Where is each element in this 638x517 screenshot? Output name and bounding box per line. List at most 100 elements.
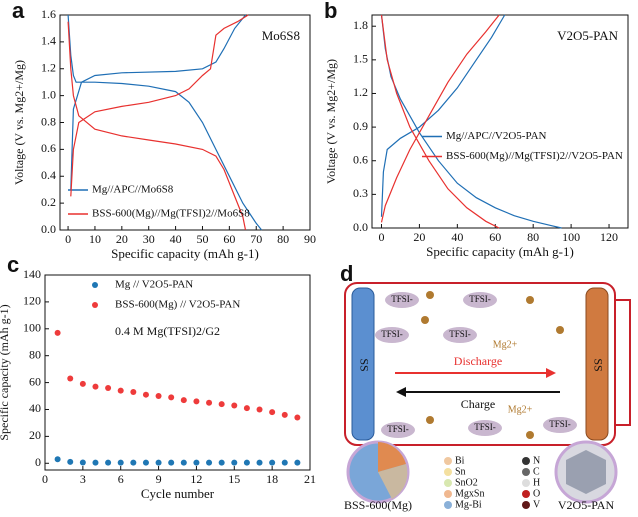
legend-label: BSS-600(Mg) // V2O5-PAN xyxy=(115,299,240,311)
point xyxy=(142,459,149,466)
ion xyxy=(556,326,564,334)
point xyxy=(168,459,175,466)
point xyxy=(54,456,61,463)
point xyxy=(294,459,301,466)
anode xyxy=(351,287,375,441)
anion-label: TFSI- xyxy=(381,329,403,339)
cathode xyxy=(585,287,609,441)
point xyxy=(67,458,74,465)
chart-title: Mo6S8 xyxy=(262,28,300,43)
x-tick-label: 120 xyxy=(600,230,618,244)
panel-label: b xyxy=(324,0,337,23)
y-tick-label: 0.8 xyxy=(41,114,56,128)
y-tick-label: 0.6 xyxy=(353,152,368,166)
x-tick-label: 0 xyxy=(378,230,384,244)
point xyxy=(243,405,250,412)
ion xyxy=(426,416,434,424)
y-tick-label: 1.0 xyxy=(41,87,56,101)
chart: b 0 20 40 60 80 100 120 0.0 0.3 0.6 0.9 1.2 1.5 1.8 Spe… xyxy=(324,0,629,259)
x-tick-label: 80 xyxy=(527,230,539,244)
legend-label: C xyxy=(533,466,540,477)
discharge-label: Discharge xyxy=(454,354,502,368)
anion-label: TFSI- xyxy=(391,294,413,304)
swatch xyxy=(444,479,452,487)
y-axis-label: Specific capacity (mAh g-1) xyxy=(0,304,11,440)
ions xyxy=(421,291,564,439)
anode-phase xyxy=(378,442,406,472)
y-axis-label: Voltage (V vs. Mg2+/Mg) xyxy=(12,60,26,185)
arrow-head xyxy=(396,387,406,397)
chart-title: V2O5-PAN xyxy=(557,28,619,43)
swatch xyxy=(522,457,530,465)
charge-label: Charge xyxy=(461,397,495,411)
x-tick-label: 18 xyxy=(266,472,278,486)
anode-label: BSS-600(Mg) xyxy=(344,498,412,512)
point xyxy=(281,411,288,418)
point xyxy=(193,459,200,466)
anion xyxy=(468,420,502,436)
anion-label: TFSI- xyxy=(469,294,491,304)
anion-label: TFSI- xyxy=(449,329,471,339)
x-tick-label: 70 xyxy=(250,232,262,246)
point xyxy=(130,389,137,395)
point xyxy=(130,459,137,466)
point xyxy=(269,409,276,416)
x-tick-label: 21 xyxy=(304,472,316,486)
anions: TFSI- TFSI- TFSI- TFSI- TFSI- TFSI- TFSI… xyxy=(375,292,577,438)
line xyxy=(380,14,562,229)
line xyxy=(380,14,500,229)
legend-label: BSS-600(Mg)//Mg(TFSI)2//V2O5-PAN xyxy=(446,150,623,162)
y-tick-label: 140 xyxy=(23,267,41,281)
anion xyxy=(385,292,419,308)
point xyxy=(269,459,276,466)
x-tick-label: 30 xyxy=(143,232,155,246)
point xyxy=(92,383,99,390)
point xyxy=(142,391,149,398)
y-tick-label: 1.4 xyxy=(41,34,56,48)
point xyxy=(256,406,263,413)
x-tick-label: 90 xyxy=(304,232,316,246)
legend-label: MgxSn xyxy=(455,488,484,499)
anode-phase xyxy=(378,464,408,499)
plot-frame xyxy=(371,14,629,229)
y-tick-label: 1.2 xyxy=(353,85,368,99)
cathode-lattice xyxy=(566,450,606,494)
point xyxy=(231,459,238,466)
wire xyxy=(615,299,631,426)
legend-label: N xyxy=(533,455,540,466)
panel-label: d xyxy=(340,261,353,286)
ion xyxy=(526,431,534,439)
point xyxy=(206,459,213,466)
y-tick-label: 0.2 xyxy=(41,195,56,209)
x-tick-label: 50 xyxy=(196,232,208,246)
point xyxy=(206,399,213,406)
y-tick-label: 0.4 xyxy=(41,168,56,182)
anion xyxy=(543,417,577,433)
x-tick-label: 6 xyxy=(118,472,124,486)
y-tick-label: 1.6 xyxy=(41,7,56,21)
anion xyxy=(463,292,497,308)
annotation: 0.4 M Mg(TFSI)2/G2 xyxy=(115,324,220,338)
point xyxy=(294,414,301,421)
swatch xyxy=(522,468,530,476)
x-tick-label: 60 xyxy=(223,232,235,246)
point xyxy=(281,459,288,466)
ion xyxy=(426,291,434,299)
y-tick-label: 0 xyxy=(35,455,41,469)
point xyxy=(231,402,238,409)
x-tick-label: 10 xyxy=(89,232,101,246)
x-tick-label: 0 xyxy=(42,472,48,486)
panel-d: d SS SS TFSI- TFSI- TFSI- TFSI- TFSI- TF… xyxy=(340,261,631,512)
ion xyxy=(421,316,429,324)
x-tick-label: 12 xyxy=(190,472,202,486)
point xyxy=(79,380,86,387)
legend-label: Sn xyxy=(455,466,466,477)
electrode-label: SS xyxy=(357,358,371,371)
x-tick-label: 80 xyxy=(277,232,289,246)
y-tick-label: 120 xyxy=(23,294,41,308)
y-tick-label: 100 xyxy=(23,321,41,335)
anion xyxy=(375,327,409,343)
point xyxy=(117,459,124,466)
point xyxy=(180,459,187,466)
